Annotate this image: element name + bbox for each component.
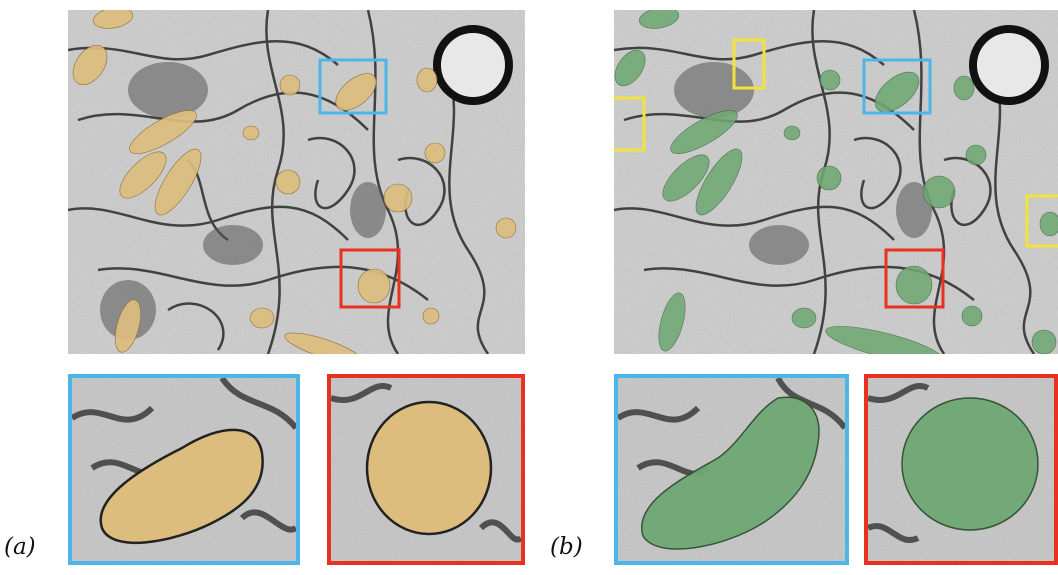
panel-b: (b) xyxy=(548,0,1058,575)
zoom-image-blue-a xyxy=(72,378,296,561)
em-micrograph-b xyxy=(614,10,1058,354)
zoom-red-a xyxy=(327,374,525,565)
panel-label-b: (b) xyxy=(550,534,583,560)
zoom-image-red-a xyxy=(331,378,521,561)
zoom-blue-a xyxy=(68,374,300,565)
zoom-red-b xyxy=(864,374,1058,565)
panel-label-a: (a) xyxy=(4,534,36,560)
zoom-blue-b xyxy=(614,374,849,565)
em-image-b xyxy=(614,10,1058,354)
zoom-image-red-b xyxy=(868,378,1054,561)
em-micrograph-a xyxy=(68,10,525,354)
panel-a: (a) xyxy=(0,0,525,575)
zoom-image-blue-b xyxy=(618,378,845,561)
em-image-a xyxy=(68,10,525,354)
